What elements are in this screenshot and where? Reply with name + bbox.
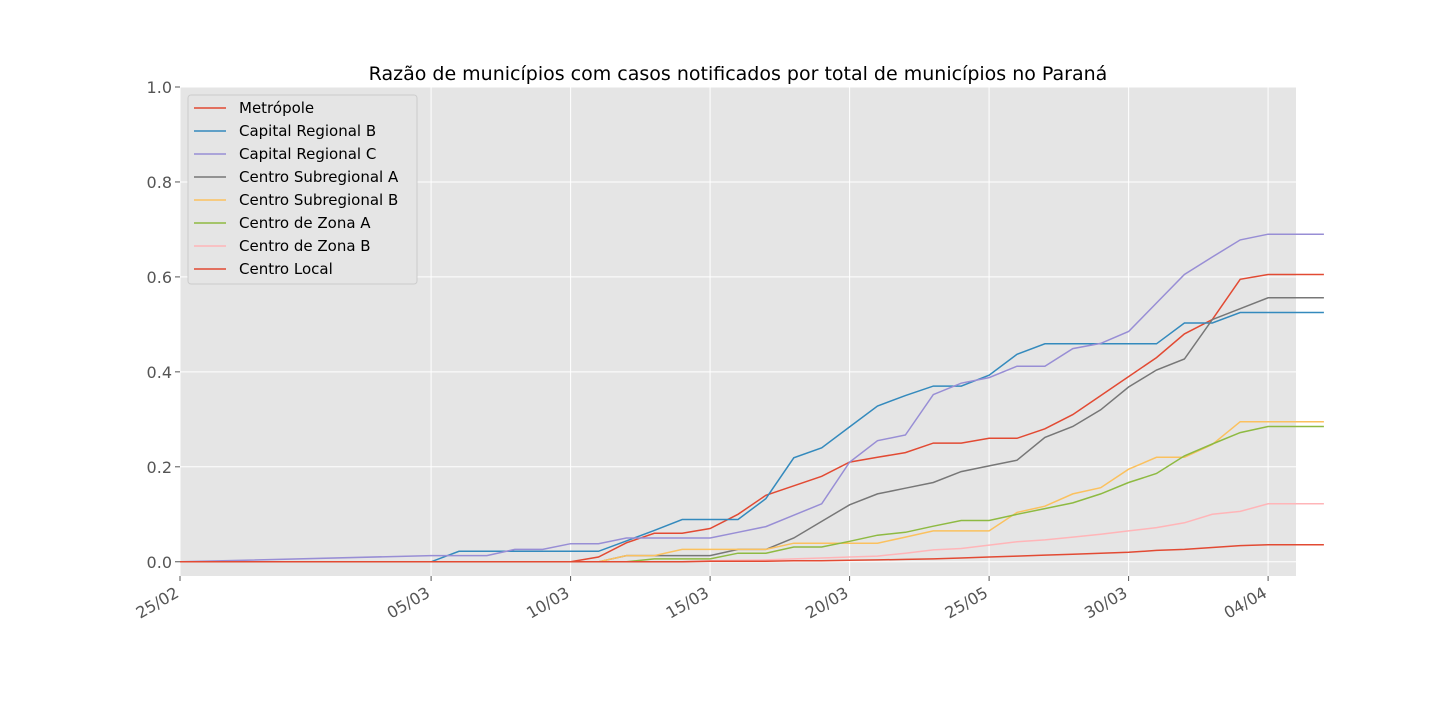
legend-label: Capital Regional B (239, 122, 376, 140)
x-tick-label: 05/03 (384, 583, 433, 623)
legend-label: Centro Subregional A (239, 168, 399, 186)
series-lines (179, 233, 1324, 563)
legend-box (187, 94, 418, 285)
y-tick-label: 0.4 (147, 363, 172, 382)
y-tick-label: 0.2 (147, 458, 172, 477)
legend-label: Centro de Zona B (239, 237, 371, 255)
x-tick-label: 10/03 (523, 583, 572, 623)
legend-label: Centro de Zona A (239, 214, 371, 232)
grid (179, 86, 1296, 576)
y-tick-label: 1.0 (147, 78, 172, 97)
series-line-2 (179, 233, 1324, 563)
series-line-7 (180, 543, 1324, 563)
series-line-1 (180, 311, 1324, 563)
x-tick-label: 25/02 (133, 583, 182, 623)
legend: Metrópole Capital Regional B Capital Regio… (187, 94, 418, 285)
legend-label: Capital Regional C (239, 145, 376, 163)
x-tick-label: 15/03 (663, 583, 712, 623)
y-tick-label: 0.0 (147, 553, 172, 572)
x-tick-label: 25/05 (942, 583, 991, 623)
x-tick-label: 20/03 (802, 583, 851, 623)
chart-title: Razão de municípios com casos notificado… (369, 63, 1108, 85)
y-axis-ticks: 0.0 0.2 0.4 0.6 0.8 1.0 (147, 78, 180, 572)
legend-label: Metrópole (239, 99, 314, 117)
x-tick-label: 30/03 (1081, 583, 1130, 623)
legend-label: Centro Local (239, 260, 333, 278)
y-tick-label: 0.8 (147, 173, 172, 192)
x-axis-ticks: 25/02 05/03 10/03 15/03 20/03 25/05 30/03 04/04 (133, 576, 1270, 623)
x-tick-label: 04/04 (1221, 583, 1270, 623)
y-tick-label: 0.6 (147, 268, 172, 287)
legend-label: Centro Subregional B (239, 191, 398, 209)
